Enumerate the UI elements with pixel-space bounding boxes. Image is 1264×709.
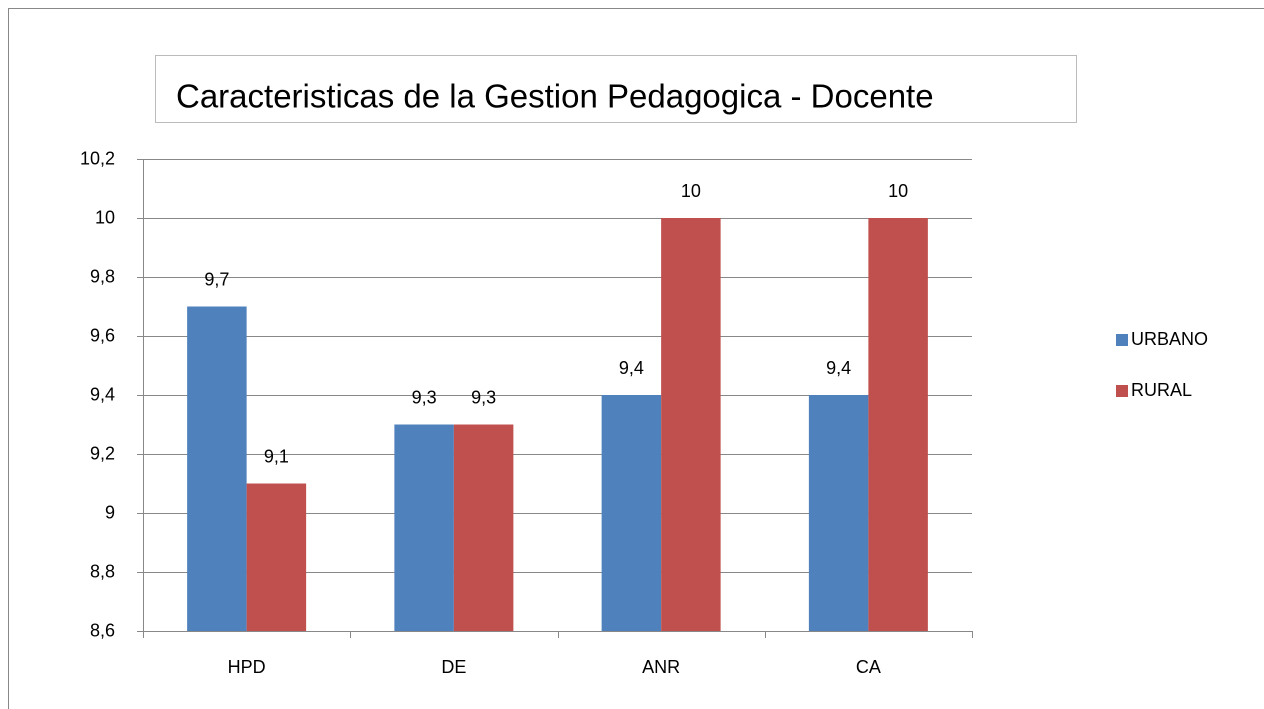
- y-tick-label: 9,2: [90, 443, 115, 463]
- bar: [868, 218, 928, 631]
- value-label: 10: [681, 181, 701, 201]
- x-tick-label: DE: [441, 657, 466, 677]
- chart-title: Caracteristicas de la Gestion Pedagogica…: [176, 78, 934, 115]
- y-tick-label: 9,4: [90, 384, 115, 404]
- bar: [187, 306, 247, 631]
- value-label: 9,4: [619, 358, 644, 378]
- legend-swatch: [1116, 334, 1128, 346]
- y-tick-label: 9,8: [90, 266, 115, 286]
- bar: [808, 395, 869, 631]
- x-tick-label: ANR: [642, 657, 680, 677]
- legend-label: RURAL: [1131, 380, 1192, 400]
- x-tick-label: CA: [856, 657, 881, 677]
- x-tick-label: HPD: [228, 657, 266, 677]
- value-label: 9,1: [264, 446, 289, 466]
- y-tick-label: 8,8: [90, 561, 115, 581]
- bar: [394, 424, 454, 631]
- bar: [661, 218, 721, 631]
- value-label: 9,3: [471, 387, 496, 407]
- value-label: 9,4: [826, 358, 851, 378]
- y-tick-label: 8,6: [90, 620, 115, 640]
- legend-swatch: [1116, 385, 1128, 397]
- value-label: 10: [888, 181, 908, 201]
- bar: [601, 395, 662, 631]
- y-tick-label: 10,2: [80, 148, 115, 168]
- y-tick-label: 9,6: [90, 325, 115, 345]
- legend-label: URBANO: [1131, 329, 1208, 349]
- value-label: 9,3: [412, 387, 437, 407]
- bar: [453, 424, 514, 631]
- title-box: [155, 55, 1077, 123]
- y-tick-label: 9: [105, 502, 115, 522]
- y-tick-label: 10: [95, 207, 115, 227]
- value-label: 9,7: [204, 269, 229, 289]
- bar: [246, 483, 307, 631]
